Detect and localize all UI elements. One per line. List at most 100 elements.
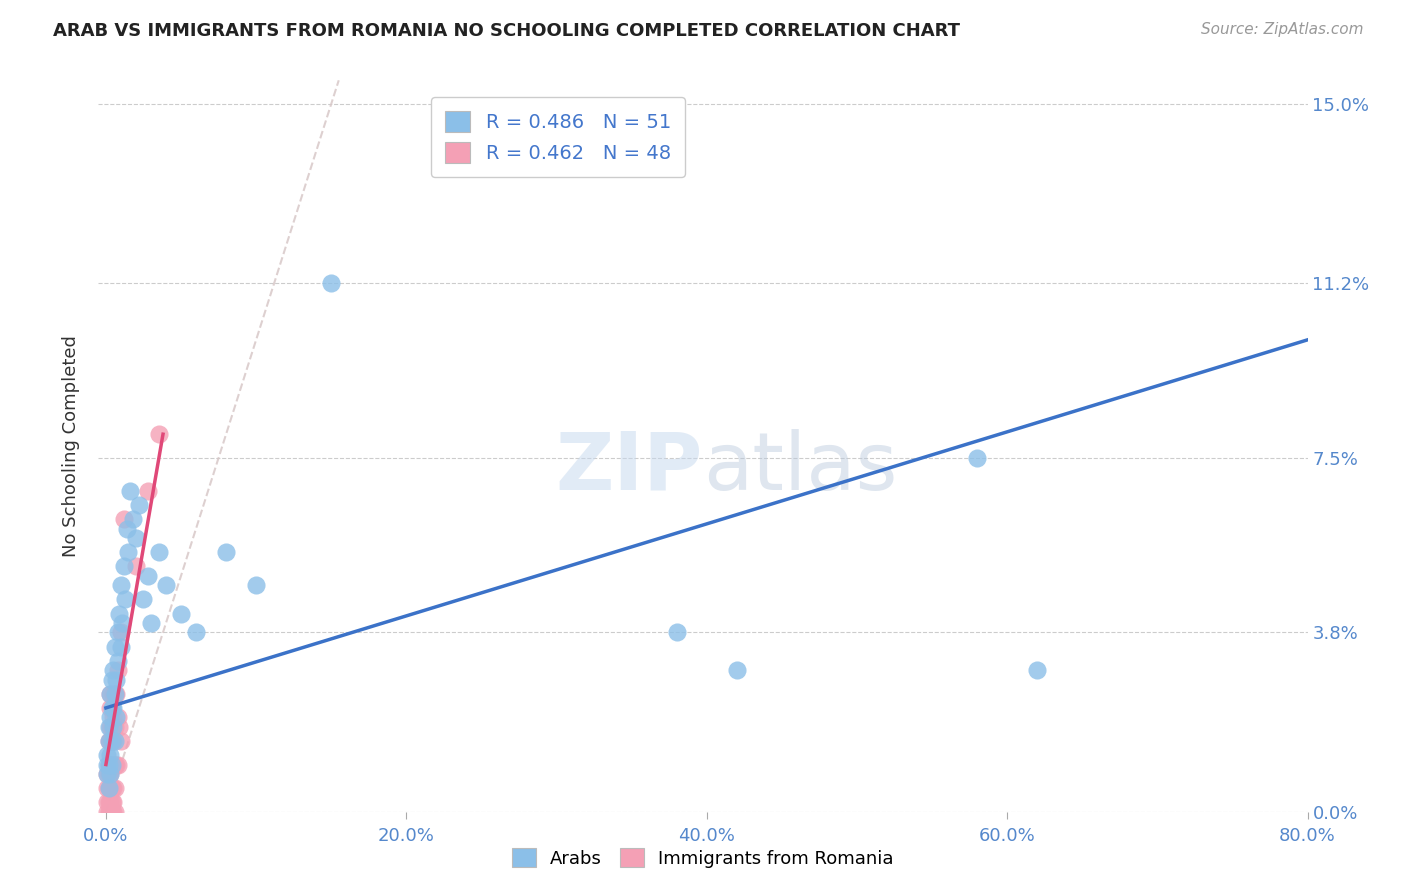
- Point: [97, 757, 120, 772]
- Point: [104, 687, 127, 701]
- Point: [105, 687, 128, 701]
- Point: [136, 483, 159, 498]
- Point: [148, 427, 170, 442]
- Point: [101, 701, 124, 715]
- Point: [100, 710, 122, 724]
- Point: [101, 795, 124, 809]
- Point: [97, 767, 120, 781]
- Point: [118, 483, 141, 498]
- Point: [103, 781, 125, 796]
- Point: [184, 625, 207, 640]
- Point: [97, 781, 120, 796]
- Point: [97, 781, 120, 796]
- Point: [103, 663, 125, 677]
- Point: [103, 805, 125, 819]
- Point: [97, 734, 120, 748]
- Point: [96, 757, 118, 772]
- Point: [100, 687, 122, 701]
- Point: [97, 805, 120, 819]
- Point: [101, 720, 124, 734]
- Point: [96, 767, 118, 781]
- Point: [100, 748, 122, 763]
- Legend: Arabs, Immigrants from Romania: Arabs, Immigrants from Romania: [502, 837, 904, 879]
- Point: [100, 767, 122, 781]
- Point: [1026, 663, 1049, 677]
- Point: [104, 734, 127, 748]
- Point: [100, 734, 122, 748]
- Point: [103, 720, 125, 734]
- Point: [104, 687, 127, 701]
- Point: [132, 592, 155, 607]
- Point: [155, 578, 177, 592]
- Point: [108, 720, 131, 734]
- Point: [112, 512, 135, 526]
- Point: [101, 757, 124, 772]
- Point: [100, 805, 122, 819]
- Point: [105, 673, 128, 687]
- Point: [112, 559, 135, 574]
- Point: [125, 531, 148, 545]
- Point: [100, 795, 122, 809]
- Point: [97, 720, 120, 734]
- Point: [100, 701, 122, 715]
- Point: [101, 734, 124, 748]
- Point: [170, 607, 193, 621]
- Point: [110, 578, 132, 592]
- Point: [96, 748, 118, 763]
- Point: [136, 568, 159, 582]
- Point: [105, 710, 128, 724]
- Point: [96, 795, 118, 809]
- Point: [117, 545, 139, 559]
- Point: [107, 710, 129, 724]
- Point: [215, 545, 238, 559]
- Point: [107, 654, 129, 668]
- Text: ZIP: ZIP: [555, 429, 703, 507]
- Point: [103, 757, 125, 772]
- Point: [148, 545, 170, 559]
- Point: [103, 734, 125, 748]
- Point: [101, 673, 124, 687]
- Point: [101, 781, 124, 796]
- Point: [100, 781, 122, 796]
- Point: [103, 701, 125, 715]
- Point: [100, 757, 122, 772]
- Point: [104, 640, 127, 654]
- Legend: R = 0.486   N = 51, R = 0.462   N = 48: R = 0.486 N = 51, R = 0.462 N = 48: [432, 97, 685, 177]
- Point: [100, 687, 122, 701]
- Point: [103, 710, 125, 724]
- Point: [107, 663, 129, 677]
- Point: [104, 781, 127, 796]
- Point: [105, 757, 128, 772]
- Point: [103, 687, 125, 701]
- Point: [139, 615, 162, 630]
- Point: [321, 276, 343, 290]
- Point: [96, 781, 118, 796]
- Point: [97, 795, 120, 809]
- Point: [725, 663, 748, 677]
- Point: [100, 720, 122, 734]
- Point: [665, 625, 688, 640]
- Point: [104, 720, 127, 734]
- Point: [97, 734, 120, 748]
- Point: [110, 625, 132, 640]
- Point: [110, 734, 132, 748]
- Text: ARAB VS IMMIGRANTS FROM ROMANIA NO SCHOOLING COMPLETED CORRELATION CHART: ARAB VS IMMIGRANTS FROM ROMANIA NO SCHOO…: [53, 22, 960, 40]
- Point: [103, 795, 125, 809]
- Point: [107, 625, 129, 640]
- Y-axis label: No Schooling Completed: No Schooling Completed: [62, 335, 80, 557]
- Text: Source: ZipAtlas.com: Source: ZipAtlas.com: [1201, 22, 1364, 37]
- Point: [101, 757, 124, 772]
- Point: [125, 559, 148, 574]
- Point: [97, 757, 120, 772]
- Point: [104, 805, 127, 819]
- Point: [114, 592, 136, 607]
- Point: [110, 640, 132, 654]
- Point: [96, 805, 118, 819]
- Point: [115, 522, 138, 536]
- Point: [111, 615, 134, 630]
- Point: [122, 512, 145, 526]
- Point: [108, 607, 131, 621]
- Point: [101, 805, 124, 819]
- Text: atlas: atlas: [703, 429, 897, 507]
- Point: [966, 450, 988, 465]
